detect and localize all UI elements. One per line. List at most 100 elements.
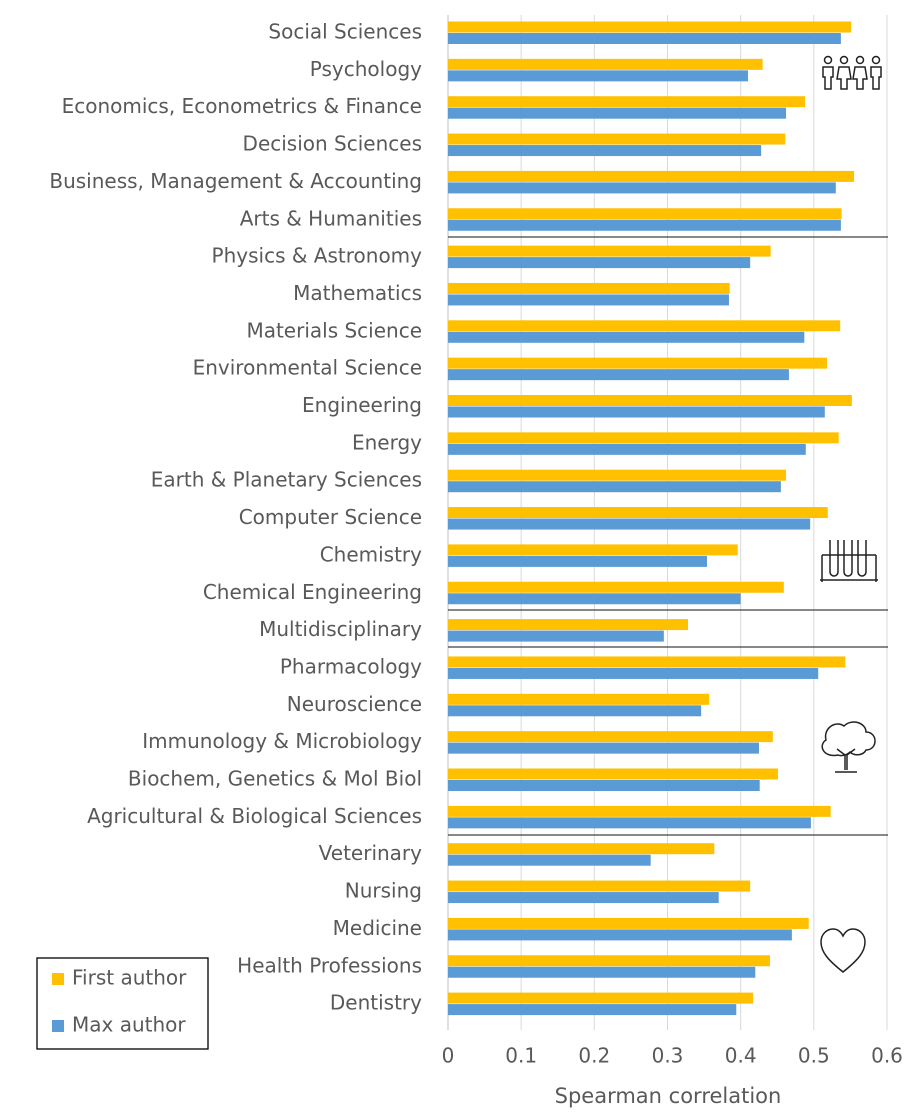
bar bbox=[448, 395, 852, 406]
bar bbox=[448, 892, 719, 904]
x-tick-label: 0.4 bbox=[725, 1044, 757, 1068]
y-tick-label: Social Sciences bbox=[268, 20, 422, 44]
test-tubes-icon bbox=[820, 540, 878, 582]
bar bbox=[448, 693, 710, 705]
x-tick-label: 0.6 bbox=[871, 1044, 903, 1068]
bar bbox=[448, 469, 787, 481]
x-tick-label: 0.5 bbox=[798, 1044, 830, 1068]
bar bbox=[448, 966, 756, 978]
x-tick-label: 0 bbox=[442, 1044, 455, 1068]
bar bbox=[448, 817, 811, 829]
y-tick-label: Engineering bbox=[302, 393, 422, 417]
bar bbox=[448, 432, 839, 444]
bar bbox=[448, 320, 841, 332]
heart-icon bbox=[820, 928, 866, 973]
y-tick-label: Dentistry bbox=[330, 991, 422, 1015]
y-tick-label: Economics, Econometrics & Finance bbox=[62, 94, 422, 118]
y-tick-label: Multidisciplinary bbox=[259, 617, 422, 641]
bar bbox=[448, 96, 806, 108]
y-tick-label: Mathematics bbox=[293, 281, 422, 305]
bar bbox=[448, 917, 809, 929]
bar bbox=[448, 507, 828, 519]
y-tick-label: Energy bbox=[352, 430, 422, 454]
bar bbox=[448, 245, 771, 257]
bar bbox=[448, 145, 762, 157]
bar bbox=[448, 481, 781, 493]
y-tick-label: Biochem, Genetics & Mol Biol bbox=[128, 767, 422, 791]
people-icon bbox=[822, 55, 882, 90]
bar bbox=[448, 555, 708, 567]
x-tick-label: 0.2 bbox=[578, 1044, 610, 1068]
bar bbox=[448, 133, 786, 145]
bar bbox=[448, 992, 754, 1004]
bar bbox=[448, 21, 852, 33]
bar bbox=[448, 843, 715, 855]
bar bbox=[448, 656, 846, 668]
bar bbox=[448, 854, 651, 866]
bar bbox=[448, 880, 751, 892]
bar bbox=[448, 70, 748, 82]
bar bbox=[448, 705, 702, 717]
bar bbox=[448, 294, 729, 306]
y-tick-label: Chemical Engineering bbox=[203, 580, 422, 604]
y-tick-label: Arts & Humanities bbox=[240, 206, 422, 230]
bar bbox=[448, 581, 784, 593]
bar bbox=[448, 369, 789, 381]
bar bbox=[448, 619, 688, 631]
bar bbox=[448, 667, 819, 679]
bar bbox=[448, 593, 741, 605]
bar bbox=[448, 1004, 737, 1016]
y-tick-label: Health Professions bbox=[237, 953, 422, 977]
y-tick-label: Earth & Planetary Sciences bbox=[151, 468, 422, 492]
y-tick-label: Immunology & Microbiology bbox=[142, 729, 422, 753]
legend-label: Max author bbox=[72, 1013, 186, 1037]
y-tick-label: Nursing bbox=[345, 879, 422, 903]
y-tick-label: Pharmacology bbox=[280, 654, 422, 678]
bar bbox=[448, 357, 828, 369]
tree-icon bbox=[821, 721, 876, 773]
y-tick-label: Computer Science bbox=[239, 505, 422, 529]
bar bbox=[448, 406, 825, 418]
y-tick-label: Psychology bbox=[310, 57, 422, 81]
bar bbox=[448, 58, 763, 70]
legend-label: First author bbox=[72, 966, 187, 990]
y-tick-label: Agricultural & Biological Sciences bbox=[87, 804, 422, 828]
bar bbox=[448, 544, 738, 556]
y-tick-label: Business, Management & Accounting bbox=[49, 169, 422, 193]
bar bbox=[448, 170, 855, 182]
group-separators bbox=[448, 236, 888, 836]
legend-swatch bbox=[52, 1020, 64, 1032]
y-tick-label: Physics & Astronomy bbox=[212, 244, 423, 268]
y-tick-label: Environmental Science bbox=[193, 356, 422, 380]
bar bbox=[448, 955, 770, 967]
y-tick-label: Medicine bbox=[333, 916, 422, 940]
bar bbox=[448, 929, 792, 941]
bar bbox=[448, 331, 805, 343]
x-tick-label: 0.3 bbox=[652, 1044, 684, 1068]
x-axis-label: Spearman correlation bbox=[555, 1084, 782, 1108]
y-tick-label: Neuroscience bbox=[287, 692, 422, 716]
icons bbox=[820, 55, 882, 973]
y-tick-label: Materials Science bbox=[246, 318, 422, 342]
y-tick-label: Decision Sciences bbox=[243, 132, 422, 156]
bar bbox=[448, 780, 760, 791]
bar bbox=[448, 282, 730, 294]
bar bbox=[448, 805, 831, 817]
bar bbox=[448, 257, 751, 269]
bar bbox=[448, 208, 842, 220]
y-tick-label: Veterinary bbox=[319, 841, 423, 865]
x-tick-label: 0.1 bbox=[505, 1044, 537, 1068]
legend-box bbox=[36, 957, 209, 1050]
bar bbox=[448, 107, 787, 119]
y-tick-label: Chemistry bbox=[320, 542, 422, 566]
bar bbox=[448, 630, 664, 642]
bar bbox=[448, 33, 841, 44]
bar bbox=[448, 742, 759, 754]
legend-swatch bbox=[52, 973, 64, 985]
bar bbox=[448, 518, 811, 530]
legend: First author Max author bbox=[36, 957, 209, 1050]
bars bbox=[448, 21, 855, 1016]
bar bbox=[448, 768, 778, 780]
bar bbox=[448, 219, 841, 231]
